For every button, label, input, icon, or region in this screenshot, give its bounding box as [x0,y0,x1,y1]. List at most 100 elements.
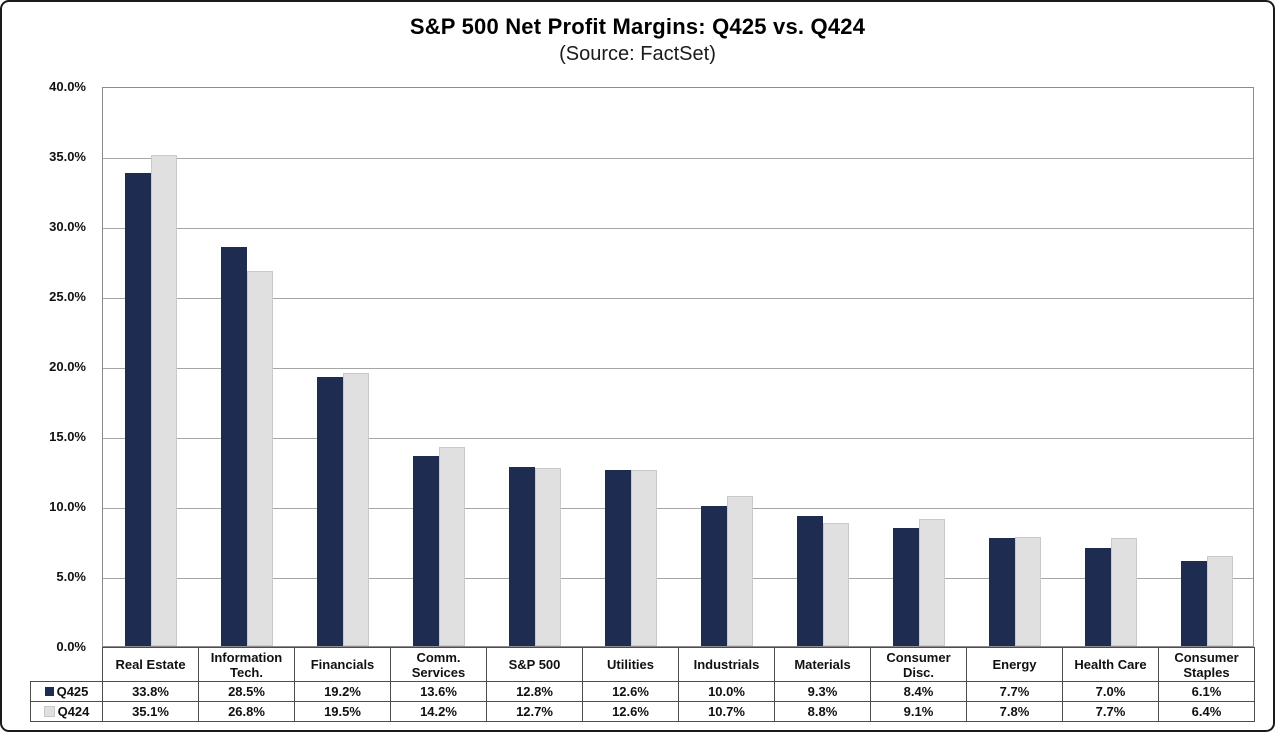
category-header-cell: Real Estate [102,647,199,682]
y-tick-label: 35.0% [49,149,86,164]
gridline [103,157,1253,159]
plot-area [102,87,1254,647]
bar-q425 [893,528,919,646]
y-tick-label: 5.0% [56,569,86,584]
bar-group [295,86,391,646]
value-cell: 26.8% [198,701,295,722]
value-cell: 12.6% [582,701,679,722]
gridline [103,297,1253,299]
table-header-row: Real Estate Information Tech. Financials Co… [31,647,1255,682]
value-cell: 9.1% [870,701,967,722]
value-cell: 6.1% [1158,681,1255,702]
bar-q425 [125,173,151,646]
legend-label: Q424 [57,704,90,719]
bar-q424 [247,271,273,646]
bar-q424 [631,470,657,646]
y-tick-label: 20.0% [49,359,86,374]
category-header-cell: Consumer Disc. [870,647,967,682]
value-cell: 7.7% [1062,701,1159,722]
value-cell: 28.5% [198,681,295,702]
value-cell: 35.1% [102,701,199,722]
y-tick-label: 0.0% [56,639,86,654]
bar-q425 [317,377,343,646]
gridline [103,227,1253,229]
bar-q425 [605,470,631,646]
bar-q425 [989,538,1015,646]
value-cell: 7.8% [966,701,1063,722]
legend-label: Q425 [56,684,89,699]
value-cell: 13.6% [390,681,487,702]
legend-swatch-q424 [43,706,55,718]
bar-q424 [535,468,561,646]
bar-q424 [1015,537,1041,646]
value-cell: 8.8% [774,701,871,722]
bar-q424 [727,496,753,646]
bar-group [871,86,967,646]
bar-q425 [413,456,439,646]
category-header-cell: Utilities [582,647,679,682]
bar-q425 [1085,548,1111,646]
y-tick-label: 25.0% [49,289,86,304]
category-header-cell: Comm. Services [390,647,487,682]
series-row: Q425 33.8% 28.5% 19.2% 13.6% 12.8% 12.6% 10.0% 9… [30,681,1255,702]
y-tick-label: 40.0% [49,79,86,94]
value-cell: 12.8% [486,681,583,702]
bar-q424 [343,373,369,646]
category-header-cell: Consumer Staples [1158,647,1255,682]
bar-group [391,86,487,646]
bar-group [487,86,583,646]
data-table-legend: Real Estate Information Tech. Financials Co… [30,647,1255,722]
bar-group [1063,86,1159,646]
bar-q425 [221,247,247,646]
bar-group [679,86,775,646]
y-tick-label: 15.0% [49,429,86,444]
y-tick-label: 30.0% [49,219,86,234]
category-header-cell: Industrials [678,647,775,682]
gridline [103,437,1253,439]
y-tick-label: 10.0% [49,499,86,514]
value-cell: 14.2% [390,701,487,722]
value-cell: 12.6% [582,681,679,702]
category-header-cell: S&P 500 [486,647,583,682]
gridline [103,367,1253,369]
value-cell: 19.2% [294,681,391,702]
bar-q424 [1207,556,1233,646]
legend-swatch-q425 [44,687,54,697]
value-cell: 7.7% [966,681,1063,702]
category-header-cell: Energy [966,647,1063,682]
value-cell: 19.5% [294,701,391,722]
category-header-cell: Health Care [1062,647,1159,682]
series-row: Q424 35.1% 26.8% 19.5% 14.2% 12.7% 12.6% 10.7% 8… [30,701,1255,722]
bar-q424 [1111,538,1137,646]
legend-cell-q424: Q424 [30,701,103,722]
table-corner-cell [31,648,103,682]
bar-q424 [151,155,177,646]
bar-q425 [797,516,823,646]
y-axis-labels: 40.0% 35.0% 30.0% 25.0% 20.0% 15.0% 10.0% 5.0% 0… [2,79,92,654]
category-header-cell: Information Tech. [198,647,295,682]
value-cell: 10.0% [678,681,775,702]
bar-q425 [509,467,535,646]
bar-group [103,86,199,646]
value-cell: 12.7% [486,701,583,722]
value-cell: 7.0% [1062,681,1159,702]
bar-q425 [1181,561,1207,646]
gridline [103,507,1253,509]
bar-q424 [439,447,465,646]
bar-group [967,86,1063,646]
legend-cell-q425: Q425 [30,681,103,702]
value-cell: 8.4% [870,681,967,702]
category-header-cell: Financials [294,647,391,682]
category-header-cell: Materials [774,647,871,682]
value-cell: 10.7% [678,701,775,722]
value-cell: 9.3% [774,681,871,702]
bar-group [583,86,679,646]
value-cell: 6.4% [1158,701,1255,722]
bar-group [199,86,295,646]
bar-q425 [701,506,727,646]
bar-group [775,86,871,646]
value-cell: 33.8% [102,681,199,702]
chart-title: S&P 500 Net Profit Margins: Q425 vs. Q42… [409,14,866,39]
bar-group [1159,86,1255,646]
